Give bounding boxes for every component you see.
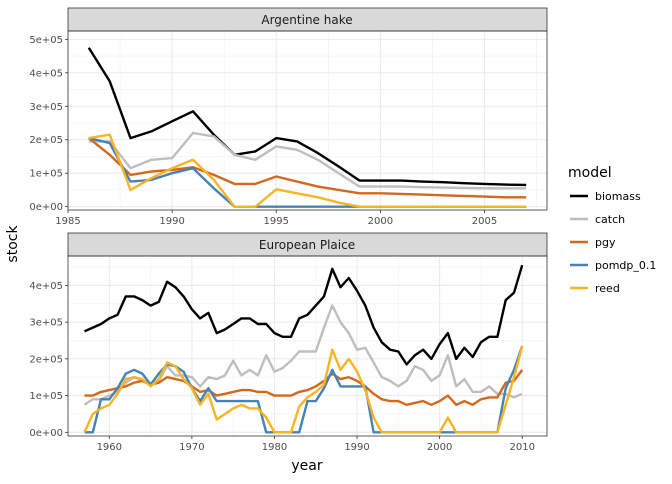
y-tick-label: 4e+05 (29, 281, 63, 292)
y-axis: 0e+00 1e+05 2e+05 3e+05 4e+05 (29, 281, 68, 439)
legend-label: pgy (595, 236, 616, 249)
x-tick-label: 1990 (159, 216, 184, 227)
x-tick-label: 2010 (509, 442, 534, 453)
legend-title: model (568, 165, 612, 181)
series-line-pgy (88, 137, 527, 199)
y-axis: 0e+00 1e+05 2e+05 3e+05 4e+05 5e+05 (29, 35, 68, 213)
y-tick-label: 2e+05 (29, 135, 63, 146)
series-line-catch (88, 131, 527, 190)
legend-label: reed (595, 282, 620, 295)
y-tick-label: 0e+00 (29, 428, 63, 439)
x-tick-label: 1980 (262, 442, 287, 453)
x-tick-label: 1970 (179, 442, 204, 453)
legend-entry-pomdp-0-1: pomdp_0.1 (570, 259, 656, 272)
series-line-reed (83, 345, 524, 434)
series-lines (87, 47, 527, 208)
legend-entry-biomass: biomass (570, 190, 641, 203)
gridlines (68, 256, 547, 436)
facet-title: Argentine hake (261, 13, 352, 27)
x-tick-label: 1985 (55, 216, 80, 227)
legend-entry-reed: reed (570, 282, 620, 295)
x-tick-label: 2000 (368, 216, 393, 227)
x-axis-title: year (291, 458, 322, 474)
series-line-reed (88, 133, 527, 208)
x-axis: 1985 1990 1995 2000 2005 (55, 210, 497, 227)
y-tick-label: 4e+05 (29, 68, 63, 79)
legend-label: biomass (595, 190, 641, 203)
y-tick-label: 1e+05 (29, 391, 63, 402)
x-tick-label: 2005 (472, 216, 497, 227)
panel-frame (67, 255, 548, 437)
x-tick-label: 2000 (427, 442, 452, 453)
series-line-biomass (84, 264, 524, 366)
series-lines (83, 264, 524, 434)
series-line-biomass (87, 47, 527, 187)
legend-label: catch (595, 213, 625, 226)
y-axis-title: stock (5, 225, 21, 263)
panel-european-plaice: European Plaice 0e+00 1e+05 2e+05 3e+05 4e+0… (29, 232, 548, 453)
facet-title: European Plaice (259, 238, 355, 252)
x-tick-label: 1995 (264, 216, 289, 227)
x-tick-label: 1960 (97, 442, 122, 453)
x-tick-label: 1990 (344, 442, 369, 453)
legend-label: pomdp_0.1 (595, 259, 656, 272)
y-tick-label: 5e+05 (29, 35, 63, 46)
panel-argentine-hake: Argentine hake 0e+00 1e+05 2e+05 3e+05 4e+05… (29, 7, 548, 227)
y-tick-label: 3e+05 (29, 318, 63, 329)
series-line-pgy (84, 369, 524, 406)
legend-entry-catch: catch (570, 213, 625, 226)
panel-frame (67, 30, 548, 211)
legend-entry-pgy: pgy (570, 236, 616, 249)
y-tick-label: 0e+00 (29, 202, 63, 213)
y-tick-label: 3e+05 (29, 102, 63, 113)
series-line-pomdp-0-1 (84, 345, 524, 434)
x-axis: 1960 1970 1980 1990 2000 2010 (97, 436, 535, 453)
y-tick-label: 2e+05 (29, 354, 63, 365)
y-tick-label: 1e+05 (29, 169, 63, 180)
